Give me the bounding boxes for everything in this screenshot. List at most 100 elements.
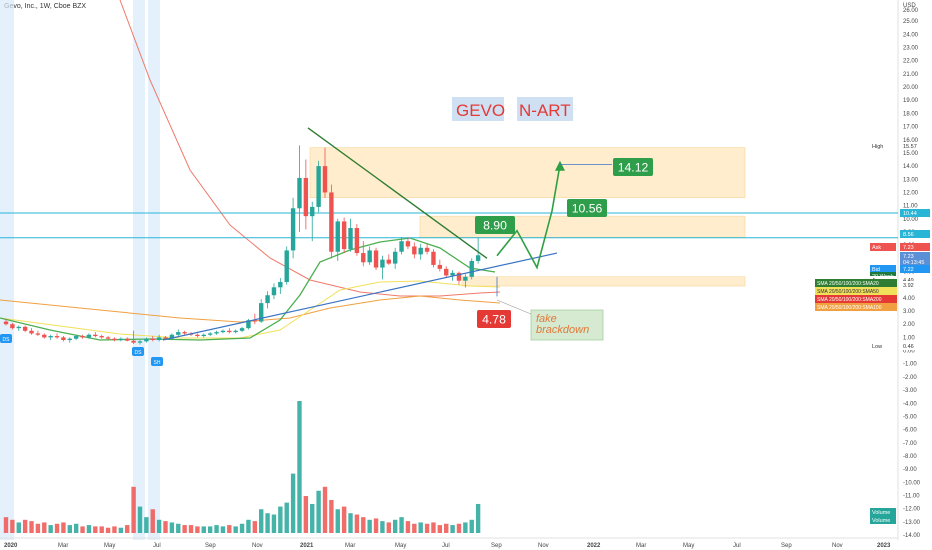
candle-body[interactable] xyxy=(444,268,449,276)
candle-body[interactable] xyxy=(105,337,111,339)
candle-body[interactable] xyxy=(322,166,328,193)
candle-body[interactable] xyxy=(431,251,436,265)
candle-body[interactable] xyxy=(93,334,98,337)
price-tick: -3.00 xyxy=(903,388,917,394)
volume-bar xyxy=(207,526,213,533)
candle-body[interactable] xyxy=(220,330,226,333)
candle-body[interactable] xyxy=(3,321,9,325)
candle-body[interactable] xyxy=(361,253,366,263)
event-flag-label: DS xyxy=(3,337,11,343)
candle-body[interactable] xyxy=(341,221,347,250)
candle-body[interactable] xyxy=(99,336,104,338)
candle-body[interactable] xyxy=(386,259,391,264)
price-label-name-bg xyxy=(870,342,896,350)
candle-body[interactable] xyxy=(239,328,245,331)
candle-body[interactable] xyxy=(125,338,130,341)
candle-body[interactable] xyxy=(303,177,309,217)
candle-body[interactable] xyxy=(469,260,474,277)
candle-body[interactable] xyxy=(278,282,283,288)
candle-body[interactable] xyxy=(265,295,270,304)
candle-body[interactable] xyxy=(450,272,455,276)
candle-body[interactable] xyxy=(399,241,404,252)
volume-bar xyxy=(290,473,296,533)
candle-body[interactable] xyxy=(10,324,15,329)
candle-body[interactable] xyxy=(80,336,85,338)
candle-body[interactable] xyxy=(163,337,168,339)
candle-body[interactable] xyxy=(144,338,149,342)
candle-body[interactable] xyxy=(329,192,334,252)
candle-body[interactable] xyxy=(207,333,213,335)
candle-body[interactable] xyxy=(246,320,251,329)
candle-body[interactable] xyxy=(284,250,289,283)
candle-body[interactable] xyxy=(456,272,462,281)
candle-body[interactable] xyxy=(290,208,296,251)
fake-note-line: brackdown xyxy=(536,324,589,336)
candle-body[interactable] xyxy=(169,334,175,339)
candle-body[interactable] xyxy=(214,332,219,334)
candle-body[interactable] xyxy=(437,264,443,269)
price-label-value-bg xyxy=(900,142,930,150)
candle-body[interactable] xyxy=(118,338,124,341)
candle-body[interactable] xyxy=(354,228,360,254)
candle-body[interactable] xyxy=(271,287,277,296)
candle-body[interactable] xyxy=(392,251,398,264)
candle-body[interactable] xyxy=(16,326,21,329)
volume-bar xyxy=(99,526,104,533)
candle-body[interactable] xyxy=(35,333,41,335)
candle-body[interactable] xyxy=(150,338,155,341)
downtrend-line[interactable] xyxy=(307,127,488,259)
candle-body[interactable] xyxy=(195,334,200,337)
candle-body[interactable] xyxy=(367,250,372,263)
candle-body[interactable] xyxy=(48,336,53,338)
event-flag-marker[interactable] xyxy=(151,357,163,366)
price-label-value: 0.46 xyxy=(903,344,914,350)
volume-bar xyxy=(227,525,232,533)
legend-item: SMA 20/50/100/200:SMA20 xyxy=(817,281,879,287)
candle-body[interactable] xyxy=(201,334,206,337)
candle-body[interactable] xyxy=(29,330,34,334)
candle-body[interactable] xyxy=(424,247,430,252)
candle-body[interactable] xyxy=(252,320,258,322)
candle-body[interactable] xyxy=(335,221,340,252)
volume-bar xyxy=(278,506,283,533)
time-tick: May xyxy=(104,543,115,549)
event-flag-marker[interactable] xyxy=(0,334,12,343)
volume-bar xyxy=(412,523,417,533)
candle-body[interactable] xyxy=(316,166,321,207)
candle-body[interactable] xyxy=(418,247,423,255)
candle-body[interactable] xyxy=(42,334,47,338)
volume-bar xyxy=(367,519,372,533)
candle-body[interactable] xyxy=(22,326,28,331)
candle-body[interactable] xyxy=(227,330,232,333)
candle-body[interactable] xyxy=(310,206,315,217)
candle-body[interactable] xyxy=(112,338,117,341)
candle-body[interactable] xyxy=(67,338,72,341)
candle-body[interactable] xyxy=(176,332,181,335)
candle-body[interactable] xyxy=(405,241,411,247)
price-tick: -5.00 xyxy=(903,414,917,420)
price-label-value: 7.22 xyxy=(903,267,914,273)
candle-body[interactable] xyxy=(86,334,92,338)
sma200-line xyxy=(119,0,501,297)
candle-body[interactable] xyxy=(380,259,385,268)
price-label-name-bg xyxy=(870,508,896,516)
candle-body[interactable] xyxy=(61,337,66,341)
candle-body[interactable] xyxy=(297,177,302,209)
candle-body[interactable] xyxy=(463,276,468,281)
volume-bar xyxy=(16,522,21,533)
candle-body[interactable] xyxy=(54,336,60,338)
candle-body[interactable] xyxy=(73,336,79,339)
candle-body[interactable] xyxy=(412,246,417,255)
candle-body[interactable] xyxy=(259,303,264,322)
candle-body[interactable] xyxy=(131,340,136,343)
candle-body[interactable] xyxy=(137,341,143,343)
candle-body[interactable] xyxy=(373,250,379,268)
candle-body[interactable] xyxy=(156,337,162,341)
candle-body[interactable] xyxy=(348,228,353,250)
candle-body[interactable] xyxy=(233,330,238,333)
support-trend-line[interactable] xyxy=(162,252,558,341)
candle-body[interactable] xyxy=(475,255,481,261)
candle-body[interactable] xyxy=(182,332,187,334)
event-flag-marker[interactable] xyxy=(132,347,144,356)
